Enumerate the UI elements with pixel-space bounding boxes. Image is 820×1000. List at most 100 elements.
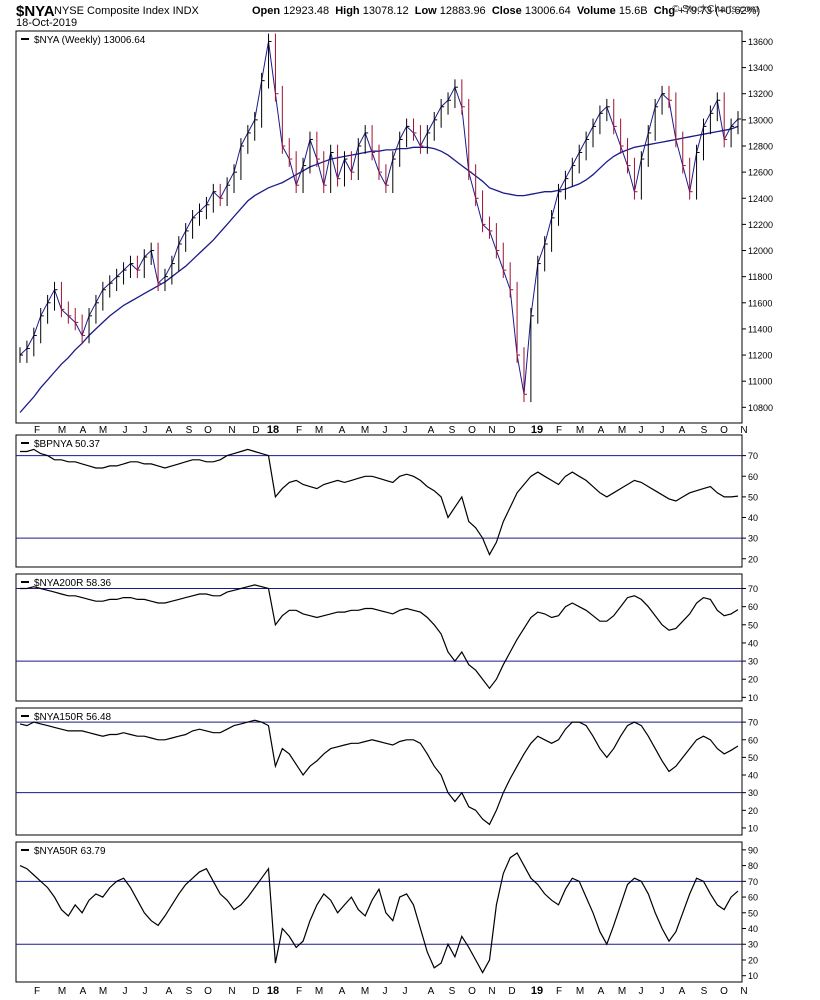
x-tick-label: M bbox=[618, 425, 626, 436]
y-tick-label: 11400 bbox=[748, 324, 772, 334]
y-tick-label: 50 bbox=[748, 620, 758, 630]
x-tick-label: O bbox=[720, 425, 728, 436]
x-tick-label: S bbox=[186, 986, 193, 997]
x-tick-label: A bbox=[679, 986, 686, 997]
panel-legend: $NYA (Weekly) 13006.64 bbox=[34, 35, 146, 46]
open-value: 12923.48 bbox=[283, 5, 330, 17]
x-tick-label: J bbox=[383, 425, 388, 436]
y-tick-label: 70 bbox=[748, 584, 758, 594]
x-tick-label: O bbox=[468, 986, 476, 997]
indicator-line-4 bbox=[19, 852, 739, 974]
y-tick-label: 13400 bbox=[748, 63, 773, 73]
y-tick-label: 50 bbox=[748, 908, 758, 918]
chart-header: $NYA NYSE Composite Index INDX 18-Oct-20… bbox=[0, 0, 820, 32]
x-tick-label: M bbox=[361, 425, 369, 436]
x-tick-label: 19 bbox=[531, 985, 543, 997]
indicator-line-1 bbox=[20, 448, 739, 556]
y-tick-label: 12800 bbox=[748, 141, 773, 151]
y-tick-label: 10800 bbox=[748, 403, 773, 413]
y-tick-label: 11600 bbox=[748, 298, 772, 308]
panel-legend: $NYA50R 63.79 bbox=[34, 846, 106, 857]
y-tick-label: 20 bbox=[748, 554, 758, 564]
y-tick-label: 70 bbox=[748, 718, 758, 728]
y-tick-label: 12200 bbox=[748, 220, 773, 230]
close-label: Close bbox=[491, 5, 522, 17]
chart-date: 18-Oct-2019 bbox=[16, 17, 78, 29]
x-tick-label: M bbox=[99, 986, 107, 997]
x-tick-label: O bbox=[204, 986, 212, 997]
change-value: +79.73 (+0.62%) bbox=[678, 5, 761, 17]
y-tick-label: 20 bbox=[748, 955, 758, 965]
x-tick-label: N bbox=[488, 986, 495, 997]
panel-frame-2 bbox=[15, 573, 743, 702]
y-tick-label: 10 bbox=[748, 693, 758, 703]
x-tick-label: S bbox=[449, 986, 456, 997]
panel-frame-0 bbox=[15, 30, 743, 424]
indicator-line-2 bbox=[20, 584, 739, 690]
x-tick-label: 18 bbox=[267, 424, 279, 436]
x-tick-label: M bbox=[58, 425, 66, 436]
x-tick-label: 19 bbox=[531, 424, 543, 436]
y-tick-label: 60 bbox=[748, 735, 758, 745]
y-tick-label: 50 bbox=[748, 492, 758, 502]
x-tick-label: M bbox=[576, 425, 584, 436]
panel-legend: $NYA200R 58.36 bbox=[34, 578, 112, 589]
x-tick-label: M bbox=[58, 986, 66, 997]
panel-frame-3 bbox=[15, 707, 743, 836]
x-tick-label: M bbox=[361, 986, 369, 997]
x-tick-label: M bbox=[576, 986, 584, 997]
x-tick-label: A bbox=[598, 425, 605, 436]
low-value: 12883.96 bbox=[439, 5, 486, 17]
x-tick-label: O bbox=[720, 986, 728, 997]
y-tick-label: 11800 bbox=[748, 272, 772, 282]
y-tick-label: 60 bbox=[748, 602, 758, 612]
x-tick-label: S bbox=[186, 425, 193, 436]
y-tick-label: 11200 bbox=[748, 351, 772, 361]
y-tick-label: 70 bbox=[748, 451, 758, 461]
y-tick-label: 30 bbox=[748, 657, 758, 667]
x-tick-label: S bbox=[449, 425, 456, 436]
x-tick-label: A bbox=[679, 425, 686, 436]
x-tick-label: N bbox=[740, 425, 747, 436]
price-line bbox=[19, 41, 739, 395]
x-tick-label: M bbox=[618, 986, 626, 997]
x-tick-label: O bbox=[204, 425, 212, 436]
panel-frame-1 bbox=[15, 434, 743, 568]
x-tick-label: M bbox=[99, 425, 107, 436]
y-tick-label: 13200 bbox=[748, 89, 773, 99]
x-tick-label: N bbox=[228, 986, 235, 997]
y-tick-label: 12000 bbox=[748, 246, 773, 256]
x-tick-label: F bbox=[556, 986, 562, 997]
low-label: Low bbox=[414, 5, 437, 17]
y-tick-label: 40 bbox=[748, 771, 758, 781]
x-tick-label: 18 bbox=[267, 985, 279, 997]
y-tick-label: 40 bbox=[748, 513, 758, 523]
open-label: Open bbox=[252, 5, 281, 17]
symbol-label: $NYA bbox=[16, 3, 55, 20]
x-tick-label: D bbox=[508, 425, 515, 436]
x-tick-label: J bbox=[143, 986, 148, 997]
y-tick-label: 60 bbox=[748, 472, 758, 482]
high-value: 13078.12 bbox=[362, 5, 409, 17]
x-tick-label: N bbox=[488, 425, 495, 436]
x-tick-label: J bbox=[123, 425, 128, 436]
y-tick-label: 70 bbox=[748, 877, 758, 887]
y-tick-label: 40 bbox=[748, 638, 758, 648]
y-tick-label: 30 bbox=[748, 788, 758, 798]
indicator-line-3 bbox=[19, 719, 739, 826]
x-tick-label: S bbox=[701, 986, 708, 997]
x-tick-label: F bbox=[296, 986, 302, 997]
x-tick-label: A bbox=[339, 425, 346, 436]
y-tick-label: 10 bbox=[748, 823, 758, 833]
y-tick-label: 13600 bbox=[748, 37, 773, 47]
y-tick-label: 30 bbox=[748, 940, 758, 950]
x-tick-label: S bbox=[701, 425, 708, 436]
x-tick-label: A bbox=[80, 986, 87, 997]
y-tick-label: 13000 bbox=[748, 115, 773, 125]
x-tick-label: A bbox=[166, 425, 173, 436]
high-label: High bbox=[335, 5, 360, 17]
x-tick-label: A bbox=[339, 986, 346, 997]
x-tick-label: J bbox=[143, 425, 148, 436]
x-tick-label: J bbox=[123, 986, 128, 997]
